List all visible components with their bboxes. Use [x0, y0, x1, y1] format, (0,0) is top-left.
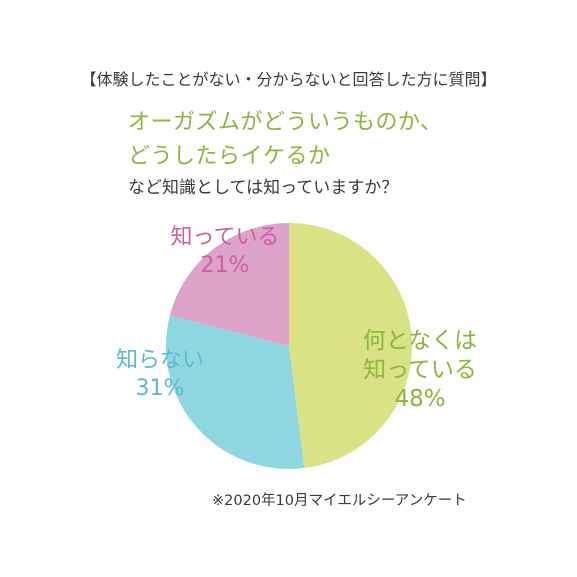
slice-label-know-line-1: 知っている — [170, 225, 280, 250]
slice-label-dont-know: 知らない 31% — [95, 347, 225, 402]
slice-label-somewhat-know: 何となくは 知っている 48% — [345, 327, 495, 413]
slice-label-dont-know-line-1: 知らない — [115, 348, 204, 373]
slice-value-somewhat-know: 48% — [394, 385, 446, 412]
slice-label-somewhat-know-line-2: 知っている — [363, 356, 477, 383]
pie-slice-dont-know — [165, 315, 305, 470]
question-line-1: オーガズムがどういうものか、 — [128, 110, 443, 135]
slice-label-know: 知っている 21% — [150, 224, 300, 279]
pie-slice-know — [169, 223, 289, 346]
slice-value-dont-know: 31% — [135, 375, 185, 401]
survey-header: 【体験したことがない・分からないと回答した方に質問】 — [80, 70, 497, 89]
slice-value-know: 21% — [200, 252, 250, 278]
question-line-2: どうしたらイケるか — [128, 144, 331, 169]
question-line-3: など知識としては知っていますか？ — [128, 178, 399, 198]
footnote: ※2020年10月マイエルシーアンケート — [212, 493, 467, 509]
pie-slice-somewhat-know — [289, 223, 413, 469]
slice-label-somewhat-know-line-1: 何となくは — [362, 328, 478, 354]
